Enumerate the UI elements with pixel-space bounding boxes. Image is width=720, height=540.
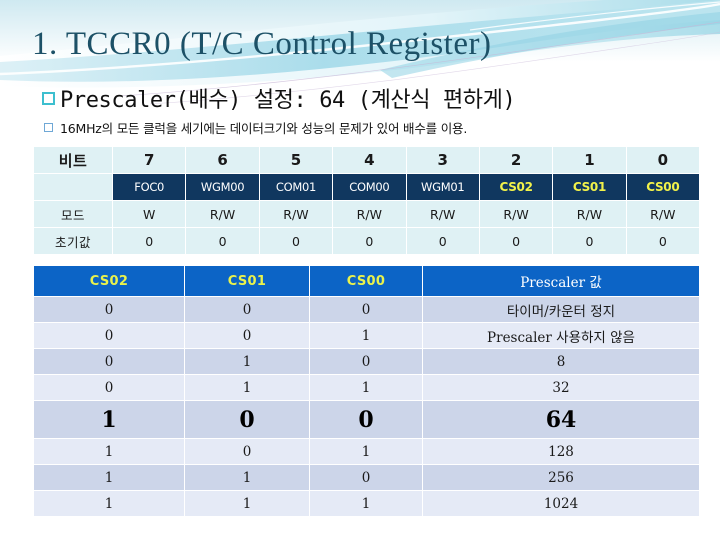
prescaler-cell-value: Prescaler 사용하지 않음 xyxy=(423,323,699,348)
prescaler-cell-cs02: 1 xyxy=(34,465,184,490)
register-cell-bits-bit7: 7 xyxy=(113,147,186,173)
register-cell-init-bit6: 0 xyxy=(186,228,259,254)
register-table-row-bits: 비트 7 6 5 4 3 2 1 0 xyxy=(34,147,699,173)
register-cell-names-bit4: COM00 xyxy=(333,174,406,200)
register-row-label-mode: 모드 xyxy=(34,201,112,227)
prescaler-row: 1 1 1 1024 xyxy=(34,491,699,516)
register-cell-names-bit0: CS00 xyxy=(626,174,699,200)
prescaler-row: 0 1 1 32 xyxy=(34,375,699,400)
prescaler-header-2: CS00 xyxy=(310,266,422,296)
prescaler-cell-cs02: 0 xyxy=(34,375,184,400)
bullet-level2-label: 16MHz의 모든 클럭을 세기에는 데이터크기와 성능의 문제가 있어 배수를… xyxy=(60,121,468,136)
prescaler-cell-cs01: 0 xyxy=(185,323,309,348)
register-cell-mode-bit2: R/W xyxy=(479,201,553,227)
square-outline-blue-icon xyxy=(44,123,53,132)
register-cell-mode-bit3: R/W xyxy=(406,201,479,227)
register-cell-init-bit1: 0 xyxy=(553,228,626,254)
prescaler-cell-value: 타이머/카운터 정지 xyxy=(423,297,699,322)
prescaler-cell-cs01: 1 xyxy=(185,491,309,516)
register-cell-mode-bit1: R/W xyxy=(553,201,626,227)
register-table-row-names: FOC0 WGM00 COM01 COM00 WGM01 CS02 CS01 CS00 xyxy=(34,174,699,200)
register-cell-init-bit0: 0 xyxy=(626,228,699,254)
register-row-label-names xyxy=(34,174,112,200)
prescaler-row: 0 0 0 타이머/카운터 정지 xyxy=(34,297,699,322)
register-cell-names-bit7: FOC0 xyxy=(113,174,186,200)
register-table-row-init: 초기값 0 0 0 0 0 0 0 0 xyxy=(34,228,699,254)
register-cell-mode-bit5: R/W xyxy=(259,201,333,227)
register-cell-bits-bit2: 2 xyxy=(479,147,553,173)
register-cell-init-bit5: 0 xyxy=(259,228,333,254)
register-row-label-bits: 비트 xyxy=(34,147,112,173)
prescaler-cell-cs00: 1 xyxy=(310,323,422,348)
prescaler-cell-cs00: 0 xyxy=(310,297,422,322)
prescaler-header-0: CS02 xyxy=(34,266,184,296)
register-cell-mode-bit7: W xyxy=(113,201,186,227)
bullet-level1-label: Prescaler(배수) 설정: 64 (계산식 편하게) xyxy=(60,88,516,113)
prescaler-cell-cs02: 1 xyxy=(34,439,184,464)
register-cell-mode-bit0: R/W xyxy=(626,201,699,227)
bullet-level1: Prescaler(배수) 설정: 64 (계산식 편하게) xyxy=(42,82,516,114)
register-cell-init-bit3: 0 xyxy=(406,228,479,254)
prescaler-cell-cs00: 0 xyxy=(310,401,422,438)
square-outline-teal-icon xyxy=(42,91,55,105)
prescaler-cell-value: 8 xyxy=(423,349,699,374)
prescaler-header-1: CS01 xyxy=(185,266,309,296)
prescaler-cell-cs02: 0 xyxy=(34,349,184,374)
prescaler-cell-value: 64 xyxy=(423,401,699,438)
register-row-label-init: 초기값 xyxy=(34,228,112,254)
prescaler-cell-cs02: 1 xyxy=(34,491,184,516)
register-cell-names-bit3: WGM01 xyxy=(406,174,479,200)
prescaler-cell-cs02: 1 xyxy=(34,401,184,438)
prescaler-cell-cs02: 0 xyxy=(34,323,184,348)
prescaler-cell-cs00: 0 xyxy=(310,465,422,490)
register-cell-names-bit1: CS01 xyxy=(553,174,626,200)
prescaler-cell-cs00: 1 xyxy=(310,491,422,516)
register-bit-table: 비트 7 6 5 4 3 2 1 0 FOC0 WGM00 COM01 COM00 WGM01 CS02 CS… xyxy=(33,146,700,255)
prescaler-cell-cs01: 0 xyxy=(185,439,309,464)
register-cell-bits-bit5: 5 xyxy=(259,147,333,173)
prescaler-cell-value: 256 xyxy=(423,465,699,490)
register-cell-bits-bit3: 3 xyxy=(406,147,479,173)
prescaler-cell-value: 32 xyxy=(423,375,699,400)
register-cell-names-bit2: CS02 xyxy=(479,174,553,200)
prescaler-cell-cs01: 1 xyxy=(185,375,309,400)
prescaler-row-selected: 1 0 0 64 xyxy=(34,401,699,438)
register-cell-init-bit4: 0 xyxy=(333,228,406,254)
page-title: 1. TCCR0 (T/C Control Register) xyxy=(32,26,492,62)
register-cell-names-bit5: COM01 xyxy=(259,174,333,200)
prescaler-cell-cs00: 0 xyxy=(310,349,422,374)
register-cell-bits-bit1: 1 xyxy=(553,147,626,173)
register-table-row-mode: 모드 W R/W R/W R/W R/W R/W R/W R/W xyxy=(34,201,699,227)
prescaler-row: 1 0 1 128 xyxy=(34,439,699,464)
prescaler-table-header-row: CS02 CS01 CS00 Prescaler 값 xyxy=(34,266,699,296)
prescaler-row: 1 1 0 256 xyxy=(34,465,699,490)
prescaler-cell-cs00: 1 xyxy=(310,439,422,464)
prescaler-cell-value: 128 xyxy=(423,439,699,464)
register-cell-bits-bit0: 0 xyxy=(626,147,699,173)
bullet-level2: 16MHz의 모든 클럭을 세기에는 데이터크기와 성능의 문제가 있어 배수를… xyxy=(44,118,467,137)
register-cell-bits-bit4: 4 xyxy=(333,147,406,173)
register-cell-bits-bit6: 6 xyxy=(186,147,259,173)
register-cell-names-bit6: WGM00 xyxy=(186,174,259,200)
prescaler-cell-cs02: 0 xyxy=(34,297,184,322)
register-cell-mode-bit6: R/W xyxy=(186,201,259,227)
prescaler-cell-cs01: 0 xyxy=(185,401,309,438)
prescaler-cell-cs01: 0 xyxy=(185,297,309,322)
prescaler-header-3: Prescaler 값 xyxy=(423,266,699,296)
register-cell-init-bit2: 0 xyxy=(479,228,553,254)
prescaler-row: 0 0 1 Prescaler 사용하지 않음 xyxy=(34,323,699,348)
prescaler-cell-cs01: 1 xyxy=(185,465,309,490)
register-cell-mode-bit4: R/W xyxy=(333,201,406,227)
register-cell-init-bit7: 0 xyxy=(113,228,186,254)
prescaler-cell-value: 1024 xyxy=(423,491,699,516)
prescaler-table: CS02 CS01 CS00 Prescaler 값 0 0 0 타이머/카운터 정지 0 0 1… xyxy=(33,265,700,517)
prescaler-cell-cs01: 1 xyxy=(185,349,309,374)
prescaler-cell-cs00: 1 xyxy=(310,375,422,400)
